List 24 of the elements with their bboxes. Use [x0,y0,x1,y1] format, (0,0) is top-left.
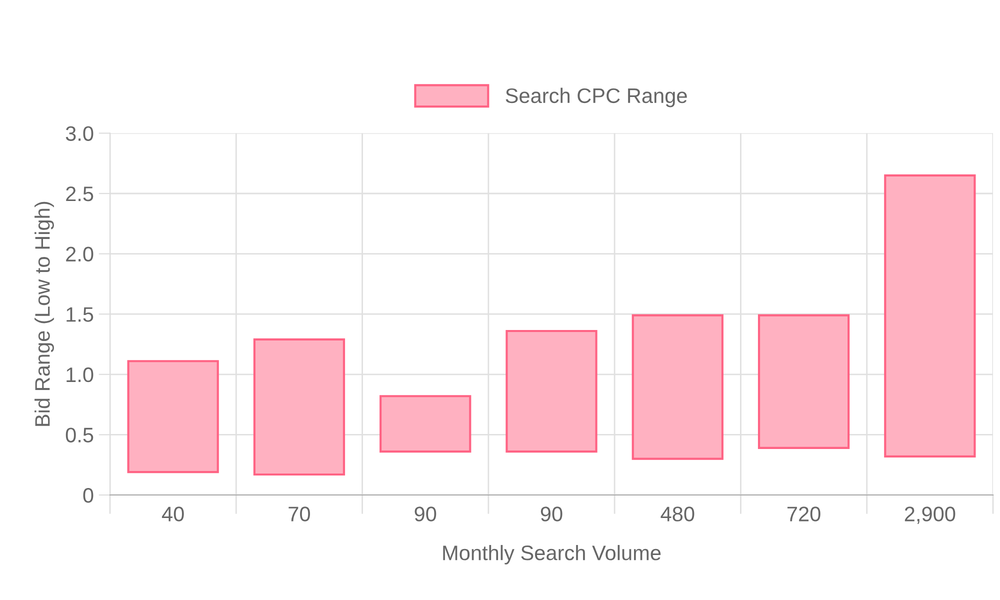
bar [884,174,976,458]
bar [380,395,472,453]
bar [127,360,219,474]
y-tick-label: 1.5 [66,307,94,322]
y-tick-label: 1.0 [66,367,94,382]
x-tick-label: 90 [540,506,562,522]
x-tick-label: 70 [288,506,310,522]
y-tick-label: 2.0 [66,246,94,262]
bar [506,330,598,453]
x-tick-label: 720 [787,506,820,522]
x-tick-label: 2,900 [904,506,956,524]
bar [253,338,346,476]
y-tick-label: 0 [83,488,94,503]
x-tick-label: 480 [660,506,694,522]
y-tick-label: 2.5 [66,186,94,202]
legend-label: Search CPC Range [506,88,687,108]
y-axis-title: Bid Range (Low to High) [34,202,54,426]
x-tick-label: 90 [414,506,436,522]
y-tick-label: 0.5 [66,428,94,442]
bar [758,314,850,450]
bar [632,314,724,460]
y-tick-label: 3.0 [66,126,94,141]
x-tick-label: 40 [162,506,184,522]
x-axis-title: Monthly Search Volume [443,544,661,564]
